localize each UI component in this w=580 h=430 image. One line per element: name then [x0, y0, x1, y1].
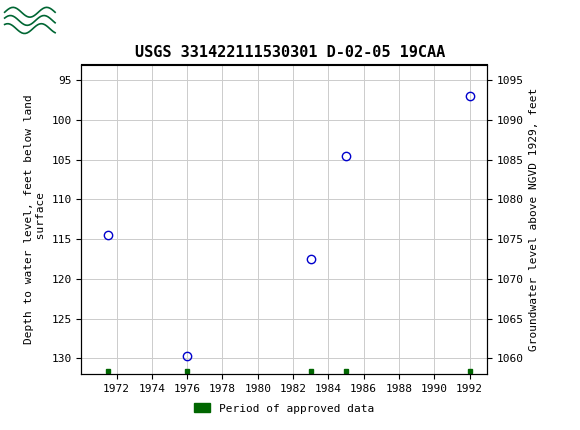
Text: USGS: USGS: [58, 12, 113, 29]
Y-axis label: Depth to water level, feet below land
 surface: Depth to water level, feet below land su…: [24, 95, 46, 344]
Legend: Period of approved data: Period of approved data: [189, 399, 379, 418]
FancyBboxPatch shape: [3, 3, 78, 37]
Text: USGS 331422111530301 D-02-05 19CAA: USGS 331422111530301 D-02-05 19CAA: [135, 45, 445, 60]
Y-axis label: Groundwater level above NGVD 1929, feet: Groundwater level above NGVD 1929, feet: [530, 88, 539, 351]
